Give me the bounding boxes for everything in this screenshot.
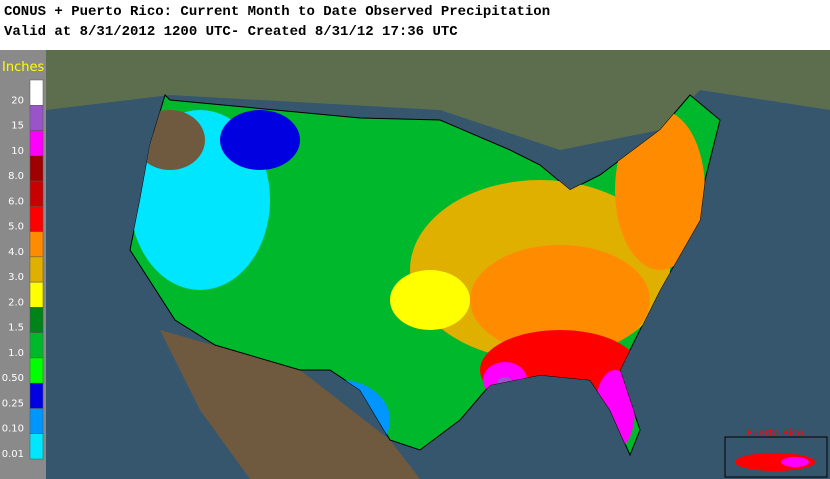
legend-label: 2.0 <box>8 297 24 308</box>
legend-swatch <box>29 433 44 460</box>
precip-field <box>130 110 705 455</box>
legend-swatch <box>29 332 44 359</box>
map: Puerto Rico Inches 20 15 10 8.0 6.0 5.0 4.0 3.0… <box>0 50 830 479</box>
legend-swatch <box>29 180 44 207</box>
legend-label: 20 <box>11 95 24 106</box>
legend-title: Inches <box>2 60 44 75</box>
legend-label: 4.0 <box>8 247 24 258</box>
inset-label: Puerto Rico <box>746 428 803 439</box>
legend-swatch <box>29 155 44 182</box>
legend-label: 8.0 <box>8 171 24 182</box>
legend-swatch <box>29 408 44 434</box>
legend-label: 0.50 <box>2 373 24 384</box>
puerto-rico-core <box>781 457 809 467</box>
east-heavy <box>470 245 650 355</box>
legend-label: 1.0 <box>8 348 24 359</box>
legend-swatch <box>29 206 44 232</box>
legend-swatch <box>29 105 44 131</box>
legend-label: 0.01 <box>2 449 24 460</box>
canada <box>46 50 830 150</box>
northeast <box>615 110 705 270</box>
legend-swatch <box>29 307 44 333</box>
legend-label: 5.0 <box>8 222 24 233</box>
map-title: CONUS + Puerto Rico: Current Month to Da… <box>4 4 551 20</box>
map-subtitle: Valid at 8/31/2012 1200 UTC- Created 8/3… <box>4 24 458 40</box>
legend-swatch <box>29 281 44 308</box>
legend-swatch <box>29 231 44 258</box>
legend-swatch <box>29 357 44 384</box>
light-precip <box>220 110 300 170</box>
legend-label: 0.10 <box>2 424 24 435</box>
legend-swatch <box>29 382 44 409</box>
plains <box>390 270 470 330</box>
mexico <box>160 330 420 479</box>
legend-label: 0.25 <box>2 398 24 409</box>
legend-swatch <box>29 130 44 157</box>
legend-label: 15 <box>11 121 24 132</box>
legend-label: 10 <box>11 146 24 157</box>
legend-swatch <box>29 256 44 283</box>
legend-label: 3.0 <box>8 272 24 283</box>
legend-label: 1.5 <box>8 323 24 334</box>
legend-swatch <box>29 79 44 106</box>
legend-label: 6.0 <box>8 196 24 207</box>
